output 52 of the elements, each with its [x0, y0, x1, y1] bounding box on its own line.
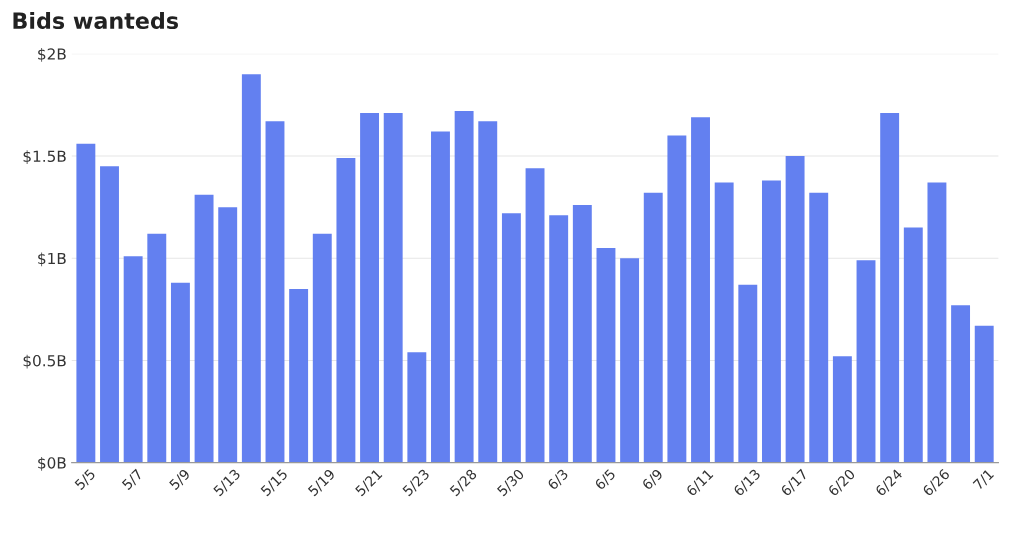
bar	[927, 182, 947, 463]
bar	[761, 180, 781, 463]
bar	[572, 205, 592, 463]
bar	[241, 74, 261, 463]
y-tick-label: $1.5B	[23, 150, 66, 165]
y-tick-label: $1B	[38, 252, 66, 267]
bar	[100, 166, 119, 463]
bar	[785, 156, 805, 463]
bar	[194, 194, 214, 463]
x-tick-label: 5/5	[74, 468, 97, 491]
x-tick-label: 7/1	[972, 468, 995, 491]
y-tick-label: $0B	[38, 456, 66, 471]
bar	[431, 131, 450, 463]
bar	[880, 113, 900, 463]
bar	[596, 248, 616, 463]
x-tick-label: 6/3	[546, 468, 570, 492]
bar	[360, 113, 380, 463]
bar	[407, 352, 427, 463]
bar	[667, 135, 687, 463]
bar	[383, 113, 403, 463]
bar	[170, 282, 190, 463]
bar	[832, 356, 852, 463]
bar	[691, 117, 710, 463]
bar	[76, 143, 96, 463]
y-tick-label: $0.5B	[23, 354, 66, 369]
bar	[974, 325, 994, 463]
x-tick-label: 6/5	[594, 468, 617, 492]
bar	[147, 233, 167, 463]
bar	[856, 260, 876, 463]
bar	[620, 258, 640, 463]
bar	[549, 215, 569, 463]
bar	[809, 192, 829, 463]
y-tick-label: $2B	[38, 48, 66, 62]
bar	[454, 111, 474, 463]
bar	[336, 158, 356, 463]
bar	[714, 182, 734, 463]
bar	[903, 227, 923, 463]
x-tick-label: 5/9	[168, 468, 192, 491]
bar	[123, 256, 143, 463]
bar	[289, 288, 309, 463]
bar	[951, 305, 971, 463]
bar	[312, 233, 332, 463]
bar	[738, 284, 758, 463]
bar	[265, 121, 285, 463]
bar	[525, 168, 545, 463]
bar	[218, 207, 238, 463]
bar	[478, 121, 498, 463]
chart-title: Bids wanteds	[13, 11, 178, 30]
x-tick-label: 6/9	[641, 468, 665, 492]
x-tick-label: 5/7	[121, 468, 144, 491]
bar	[501, 213, 521, 463]
bar	[643, 192, 663, 463]
